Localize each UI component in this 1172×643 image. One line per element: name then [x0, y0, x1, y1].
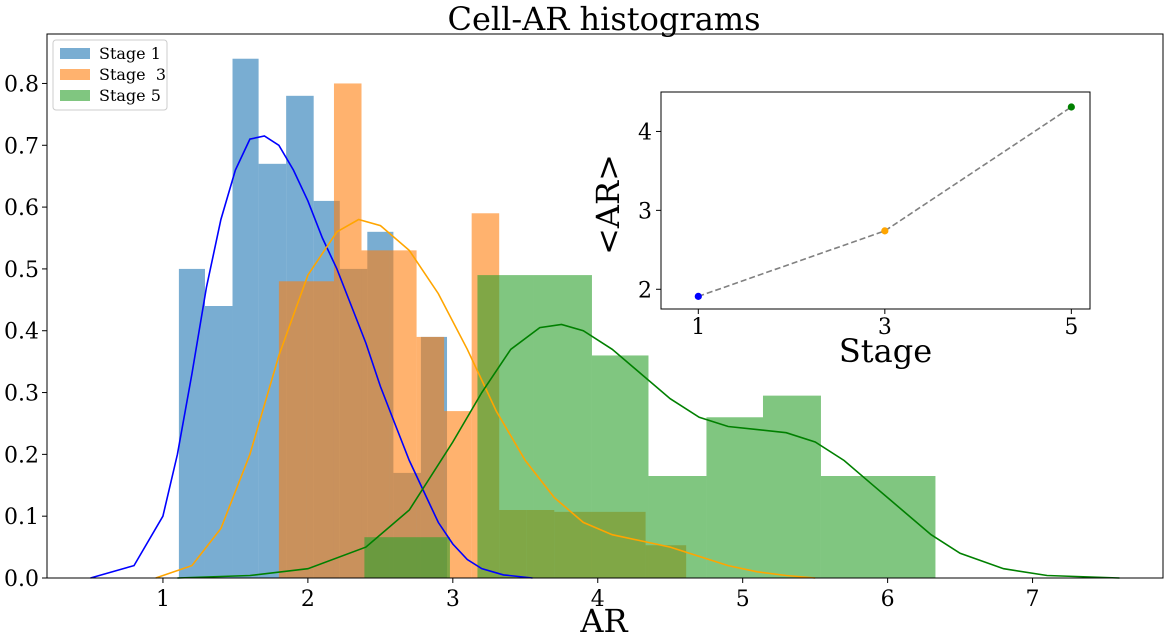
inset-y-axis-label: <AR> — [589, 154, 627, 255]
inset-axes-frame — [660, 91, 1091, 310]
legend-swatch-series-1 — [60, 48, 90, 59]
y-tick-label-0.7: 0.7 — [4, 134, 39, 159]
inset-x-tick-label-1: 1 — [691, 315, 705, 340]
legend-swatch-series-2 — [60, 69, 90, 80]
kde-curve-series-1 — [90, 135, 533, 579]
x-tick-label-7: 7 — [1026, 587, 1040, 612]
y-tick-label-0.6: 0.6 — [4, 196, 39, 221]
y-tick-label-0.0: 0.0 — [4, 567, 39, 592]
inset-point-stage-1 — [694, 292, 702, 300]
histogram-bar-series-2-bin-4 — [361, 250, 390, 578]
histogram-bar-series-3-bin-9 — [820, 476, 878, 578]
kde-curve-series-2 — [155, 218, 816, 579]
inset-x-axis-label: Stage — [839, 332, 932, 370]
inset-y-tick-label-4: 4 — [638, 120, 652, 145]
x-tick-label-1: 1 — [156, 587, 170, 612]
x-tick-label-4: 4 — [591, 587, 605, 612]
histogram-bar-series-3-bin-10 — [877, 476, 936, 578]
y-tick-label-0.1: 0.1 — [4, 505, 39, 530]
y-tick-label-0.5: 0.5 — [4, 258, 39, 283]
legend-swatch-series-3 — [60, 90, 90, 101]
histogram-bar-series-3-bin-6 — [648, 476, 707, 578]
inset-point-stage-3 — [881, 227, 889, 235]
legend-label-series-1: Stage 1 — [99, 44, 161, 63]
histogram-bar-series-3-bin-7 — [706, 417, 763, 578]
inset-x-tick-label-3: 3 — [878, 315, 892, 340]
y-tick-label-0.3: 0.3 — [4, 382, 39, 407]
x-tick-label-5: 5 — [736, 587, 750, 612]
x-axis-label: AR — [579, 602, 628, 640]
x-tick-label-6: 6 — [881, 587, 895, 612]
histogram-bar-series-2-bin-1 — [278, 281, 307, 578]
histogram-bar-series-3-bin-8 — [762, 395, 821, 578]
histogram-bar-series-3-bin-1 — [364, 537, 450, 578]
inset-x-tick-label-5: 5 — [1064, 315, 1078, 340]
kde-curve-series-3 — [177, 323, 1120, 579]
histogram-bar-series-2-bin-2 — [306, 281, 334, 578]
y-tick-label-0.4: 0.4 — [4, 320, 39, 345]
inset-y-tick-label-2: 2 — [638, 278, 652, 303]
inset-y-tick-label-3: 3 — [638, 199, 652, 224]
legend-label-series-2: Stage 3 — [99, 65, 166, 84]
y-tick-label-0.2: 0.2 — [4, 443, 39, 468]
histogram-bar-series-3-bin-4 — [533, 275, 592, 578]
legend-label-series-3: Stage 5 — [99, 86, 161, 105]
histogram-bar-series-2-bin-3 — [333, 83, 362, 579]
chart-title: Cell-AR histograms — [447, 0, 760, 38]
x-tick-label-3: 3 — [446, 587, 460, 612]
main-axes-frame — [46, 33, 1164, 579]
inset-point-stage-5 — [1067, 103, 1075, 111]
inset-plot: 1 3 5 2 3 4 Stage <AR> — [589, 91, 1091, 370]
histogram-bar-series-2-bin-5 — [389, 250, 417, 578]
y-tick-label-0.8: 0.8 — [4, 72, 39, 97]
main-plot: 1 2 3 4 5 6 7 0.0 0.1 0.2 0.3 0.4 0.5 0.6 0.7 0.8 — [4, 33, 1164, 612]
x-tick-label-2: 2 — [301, 587, 315, 612]
histogram-bar-series-1-bin-3 — [232, 58, 259, 578]
histogram-bar-series-3-bin-5 — [591, 355, 649, 578]
histogram-bar-series-1-bin-2 — [204, 306, 233, 578]
legend: Stage 1 Stage 3 Stage 5 — [52, 39, 168, 111]
inset-dashed-line — [698, 106, 1072, 298]
